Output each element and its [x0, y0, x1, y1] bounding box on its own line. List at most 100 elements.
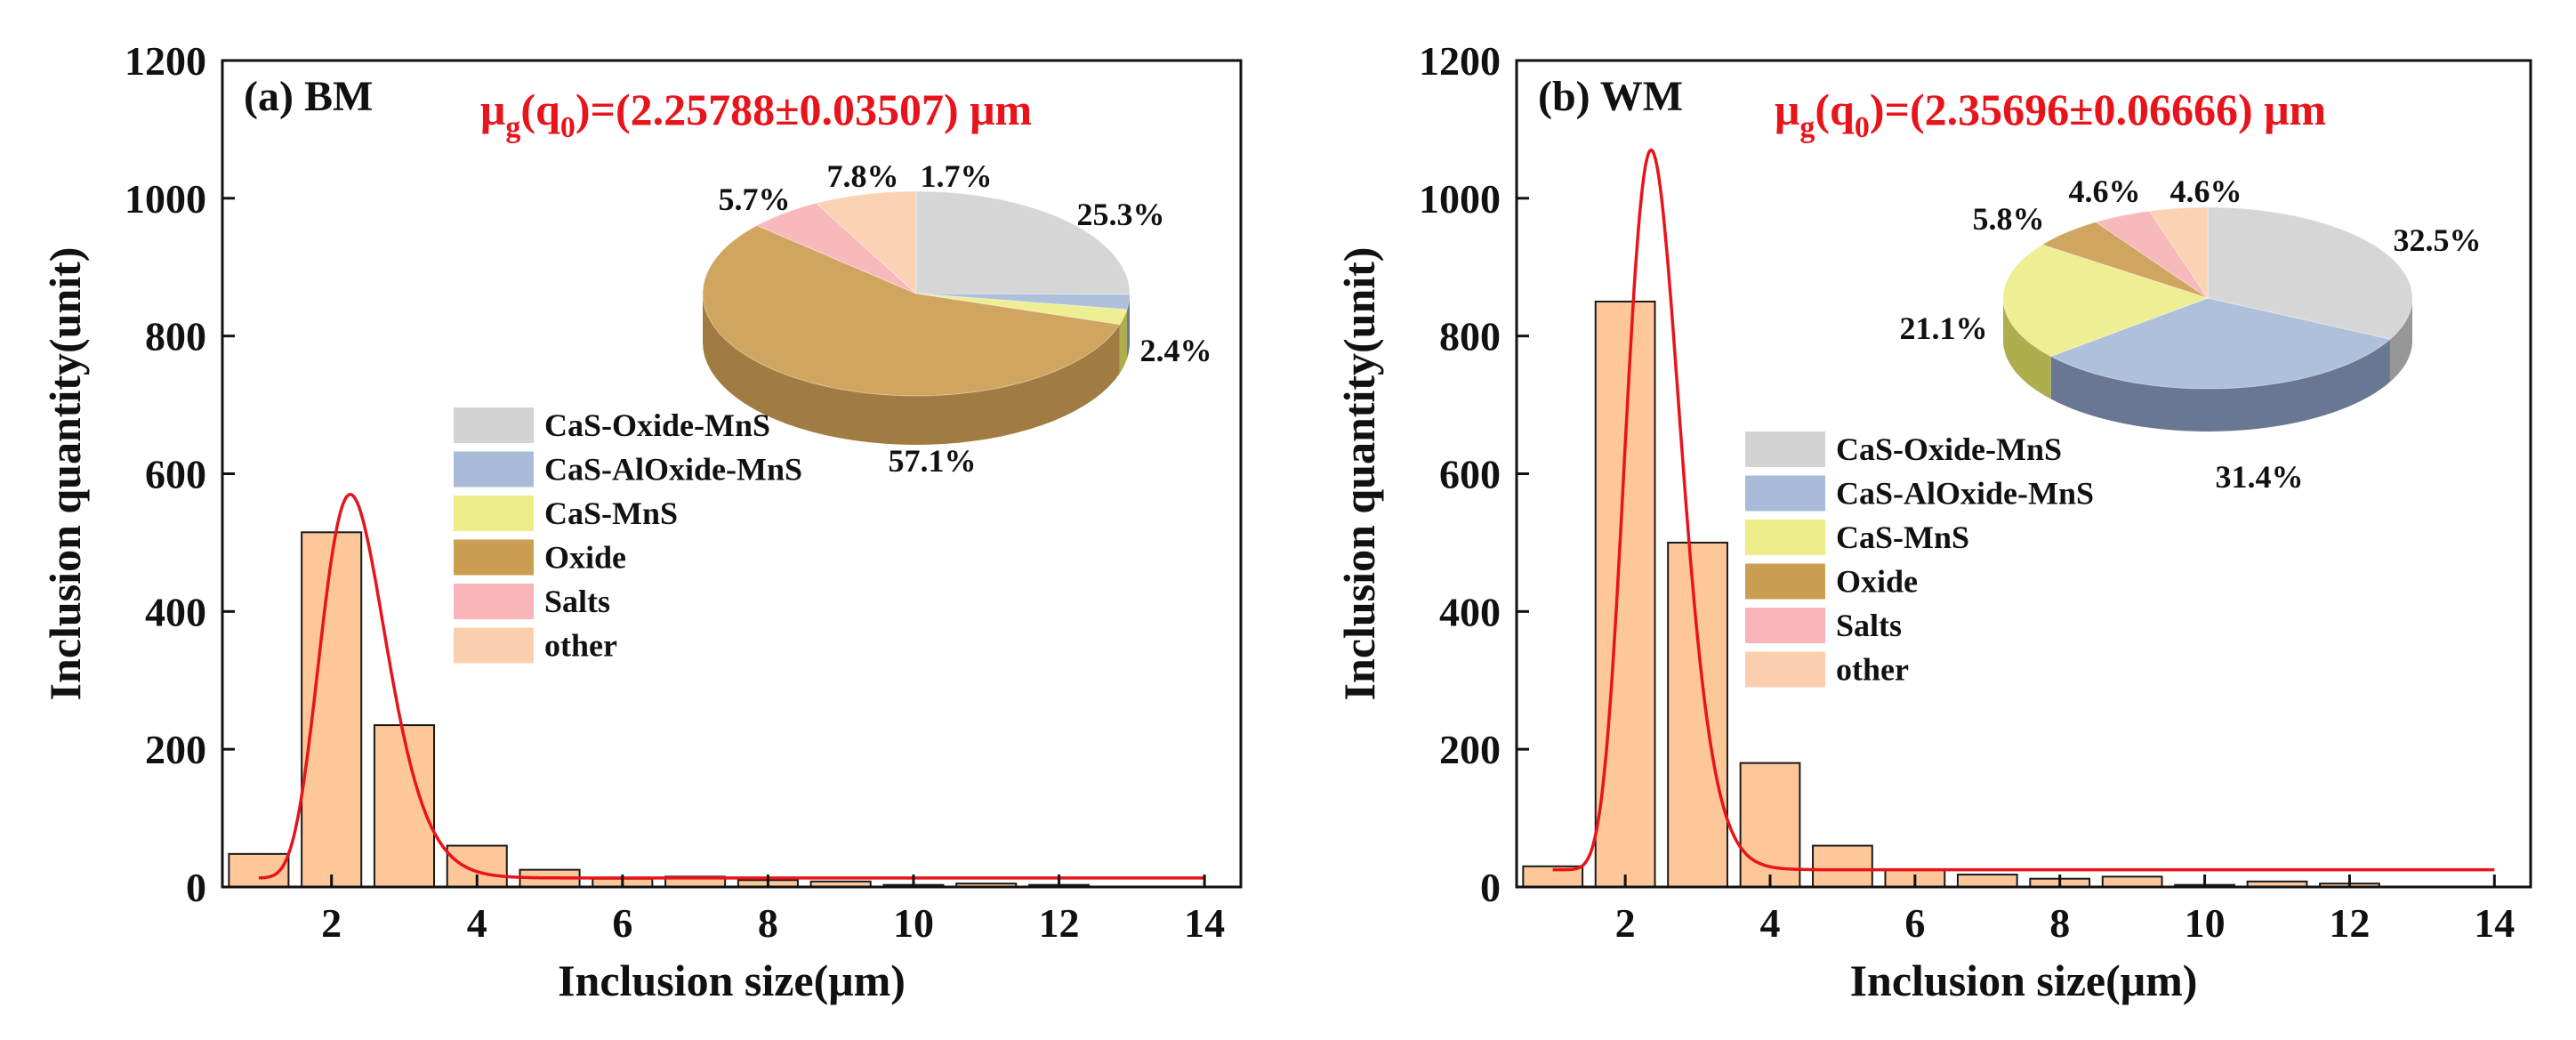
pie-label: 31.4% — [2216, 459, 2304, 495]
legend-label: CaS-Oxide-MnS — [544, 407, 770, 443]
pie-slice — [2049, 297, 2391, 390]
pie-slice — [915, 293, 1128, 326]
legend-label: CaS-MnS — [1836, 520, 1969, 555]
y-tick-label: 1200 — [1419, 38, 1501, 84]
x-tick-label: 14 — [2474, 900, 2515, 946]
annotation-part: )=(2.35696±0.06666) μm — [1870, 85, 2326, 134]
x-tick-label: 10 — [2185, 900, 2226, 946]
legend-swatch — [454, 584, 534, 619]
y-tick-label: 1000 — [125, 176, 206, 222]
histogram-bar — [2101, 875, 2163, 889]
pie-label: 5.7% — [719, 181, 791, 217]
pie-side — [1119, 310, 1128, 374]
pie-slice — [755, 202, 917, 294]
x-tick-label: 6 — [1904, 900, 1925, 946]
pie-slice — [915, 293, 1131, 310]
legend-label: Salts — [544, 584, 610, 619]
legend-swatch — [1745, 475, 1825, 512]
y-tick-label: 0 — [1480, 865, 1501, 910]
legend-swatch — [1745, 520, 1825, 555]
annotation-part: g — [505, 111, 520, 144]
panel-label: (b) WM — [1538, 73, 1683, 120]
pie-label: 57.1% — [889, 443, 977, 479]
histogram-bar — [1812, 844, 1873, 888]
fit-curve — [1552, 148, 2495, 872]
pie-chart — [2002, 206, 2413, 431]
pie-slice — [2207, 206, 2413, 340]
annotation-part: )=(2.25788±0.03507) μm — [576, 85, 1032, 134]
pie-side — [2003, 298, 2051, 399]
y-tick-label: 1200 — [125, 38, 206, 84]
legend-label: CaS-Oxide-MnS — [1836, 431, 2062, 467]
legend-label: other — [544, 628, 617, 664]
annotation-part: 0 — [1855, 111, 1870, 144]
legend-label: CaS-AlOxide-MnS — [1836, 476, 2094, 512]
annotation-part: (q — [520, 85, 560, 134]
x-tick-label: 2 — [321, 900, 342, 946]
mean-size-annotation: μg(q0)=(2.25788±0.03507) μm — [480, 85, 1032, 144]
x-tick-label: 12 — [2329, 900, 2370, 946]
pie-label: 1.7% — [921, 158, 993, 194]
legend-swatch — [1745, 431, 1825, 467]
y-axis-label: Inclusion quantity(unit) — [40, 247, 90, 701]
legend-swatch — [454, 407, 534, 443]
x-tick-label: 8 — [758, 900, 778, 946]
panel-label: (a) BM — [244, 73, 373, 120]
x-tick-label: 6 — [612, 900, 632, 946]
legend-swatch — [1745, 563, 1825, 600]
histogram-bar — [1667, 541, 1728, 889]
legend-label: Oxide — [544, 540, 626, 576]
pie-label: 32.5% — [2394, 222, 2482, 258]
histogram-bar — [1594, 300, 1656, 889]
annotation-part: μ — [1775, 85, 1799, 134]
y-tick-label: 200 — [145, 727, 206, 772]
y-axis-label: Inclusion quantity(unit) — [1334, 247, 1384, 701]
pie-side — [703, 294, 1120, 445]
panel-a: 0 200 400 600 800 1000 1200 2 4 6 8 10 12 14 Inclusion… — [40, 38, 1243, 1005]
y-tick-label: 1000 — [1419, 176, 1501, 222]
pie-slice — [915, 190, 1131, 295]
pie-slice — [2041, 222, 2209, 299]
pie-label: 25.3% — [1077, 197, 1165, 232]
legend-label: other — [1836, 652, 1909, 688]
y-tick-label: 800 — [1439, 314, 1501, 359]
legend-label: Oxide — [1836, 564, 1918, 600]
histogram-bar — [301, 531, 363, 888]
panel-b: 0 200 400 600 800 1000 1200 2 4 6 8 10 12 14 Inclusion… — [1334, 38, 2532, 1005]
pie-label: 4.6% — [2170, 173, 2242, 209]
legend-swatch — [1745, 651, 1825, 688]
x-tick-label: 2 — [1615, 900, 1636, 946]
y-tick-label: 800 — [145, 314, 206, 359]
fit-curve — [258, 492, 1205, 880]
histogram-bar — [1956, 874, 2018, 889]
pie-chart — [702, 190, 1131, 445]
pie-label: 2.4% — [1140, 333, 1212, 368]
pie-slice — [702, 224, 1121, 397]
annotation-part: g — [1799, 111, 1815, 144]
pie-side — [2389, 298, 2412, 383]
x-axis-label: Inclusion size(μm) — [558, 955, 906, 1005]
pie-label: 7.8% — [827, 158, 899, 194]
x-tick-label: 4 — [1760, 900, 1781, 946]
pie-slice — [815, 190, 917, 295]
legend-label: CaS-MnS — [544, 496, 678, 531]
y-tick-label: 400 — [145, 589, 206, 634]
y-tick-label: 400 — [1439, 589, 1501, 634]
y-tick-label: 0 — [186, 865, 206, 910]
histogram-bar — [373, 724, 435, 889]
x-tick-label: 10 — [893, 900, 934, 946]
x-tick-label: 4 — [467, 900, 487, 946]
legend-label: CaS-AlOxide-MnS — [544, 452, 802, 488]
x-tick-label: 14 — [1184, 900, 1225, 946]
annotation-part: 0 — [560, 111, 576, 144]
annotation-part: μ — [480, 85, 505, 134]
x-tick-label: 12 — [1039, 900, 1080, 946]
mean-size-annotation: μg(q0)=(2.35696±0.06666) μm — [1775, 85, 2326, 144]
legend-swatch — [454, 627, 534, 664]
annotation-part: (q — [1815, 85, 1855, 134]
pie-slice — [2095, 210, 2209, 299]
pie-slice — [2148, 206, 2209, 300]
pie-side — [1127, 294, 1130, 359]
legend-swatch — [454, 496, 534, 531]
